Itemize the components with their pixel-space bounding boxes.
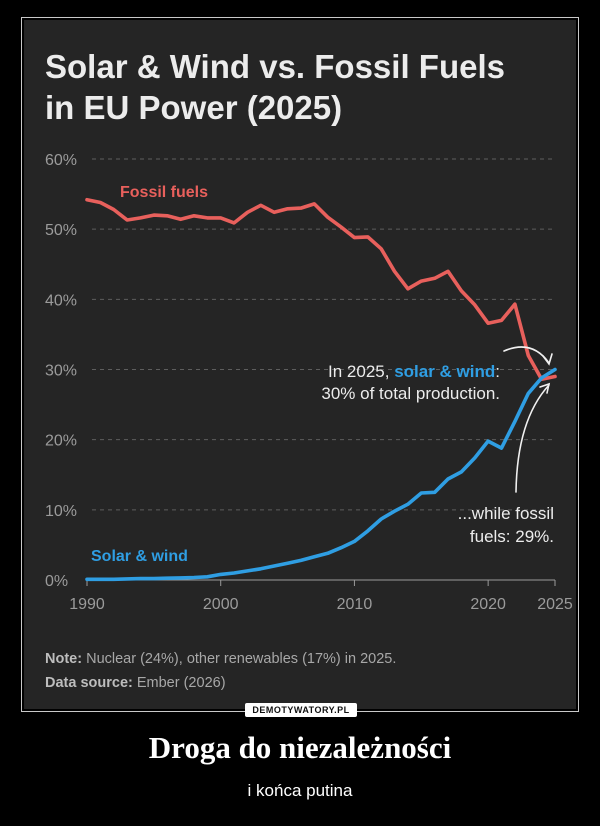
y-tick-label-4: 40%: [45, 292, 77, 309]
x-tick-label-4: 2025: [537, 596, 573, 613]
x-tick-label-3: 2020: [470, 596, 506, 613]
chart-title: Solar & Wind vs. Fossil Fuels in EU Powe…: [45, 46, 555, 128]
x-tick-label-2: 2010: [337, 596, 373, 613]
y-tick-label-2: 20%: [45, 433, 77, 450]
poster-caption: Droga do niezależności: [148, 730, 452, 765]
annotation-solar-line-2: 30% of total production.: [321, 384, 500, 403]
chart-panel: [24, 20, 576, 709]
chart-title-line-1: Solar & Wind vs. Fossil Fuels: [45, 48, 505, 85]
series-label-fossil: Fossil fuels: [120, 184, 208, 201]
x-tick-label-1: 2000: [203, 596, 239, 613]
annotation-arrows: [503, 346, 553, 493]
series-line-solar-wind: [85, 367, 557, 582]
annotation-solar-highlight: solar & wind: [394, 362, 495, 381]
y-tick-label-0: 0%: [45, 573, 68, 590]
x-axis: 1990 2000 2010 2020 2025: [69, 579, 573, 613]
y-tick-label-3: 30%: [45, 363, 77, 380]
note-label: Note:: [45, 651, 83, 667]
y-tick-label-1: 10%: [45, 503, 77, 520]
series-label-solar: Solar & wind: [91, 548, 188, 565]
arrow-head-solar: [542, 353, 553, 366]
y-tick-label-5: 50%: [45, 222, 77, 239]
poster-subcaption: i końca putina: [247, 781, 353, 800]
note-line: Note: Nuclear (24%), other renewables (1…: [45, 647, 396, 671]
source-line: Data source: Ember (2026): [45, 671, 396, 695]
chart-footnotes: Note: Nuclear (24%), other renewables (1…: [45, 647, 396, 695]
annotation-solar-line-1: In 2025, solar & wind:: [328, 362, 500, 381]
chart-title-line-2: in EU Power (2025): [45, 89, 343, 126]
note-text: Nuclear (24%), other renewables (17%) in…: [82, 651, 397, 667]
annotation-solar-prefix: In 2025,: [328, 362, 394, 381]
series-lines: [85, 197, 557, 582]
annotation-fossil-line-2: fuels: 29%.: [470, 527, 554, 546]
y-axis-labels: 0% 10% 20% 30% 40% 50% 60%: [45, 152, 77, 590]
y-tick-label-6: 60%: [45, 152, 77, 169]
annotation-solar-suffix: :: [495, 362, 500, 381]
source-label: Data source:: [45, 675, 133, 691]
series-line-fossil-fuels: [85, 197, 557, 382]
source-text: Ember (2026): [132, 675, 226, 691]
watermark-logo: DEMOTYWATORY.PL: [245, 703, 357, 717]
arrow-head-fossil: [539, 382, 551, 394]
arrow-to-fossil: [515, 384, 550, 493]
x-tick-label-0: 1990: [69, 596, 105, 613]
grid-lines: [92, 158, 555, 511]
annotation-fossil-line-1: ...while fossil: [458, 504, 554, 523]
